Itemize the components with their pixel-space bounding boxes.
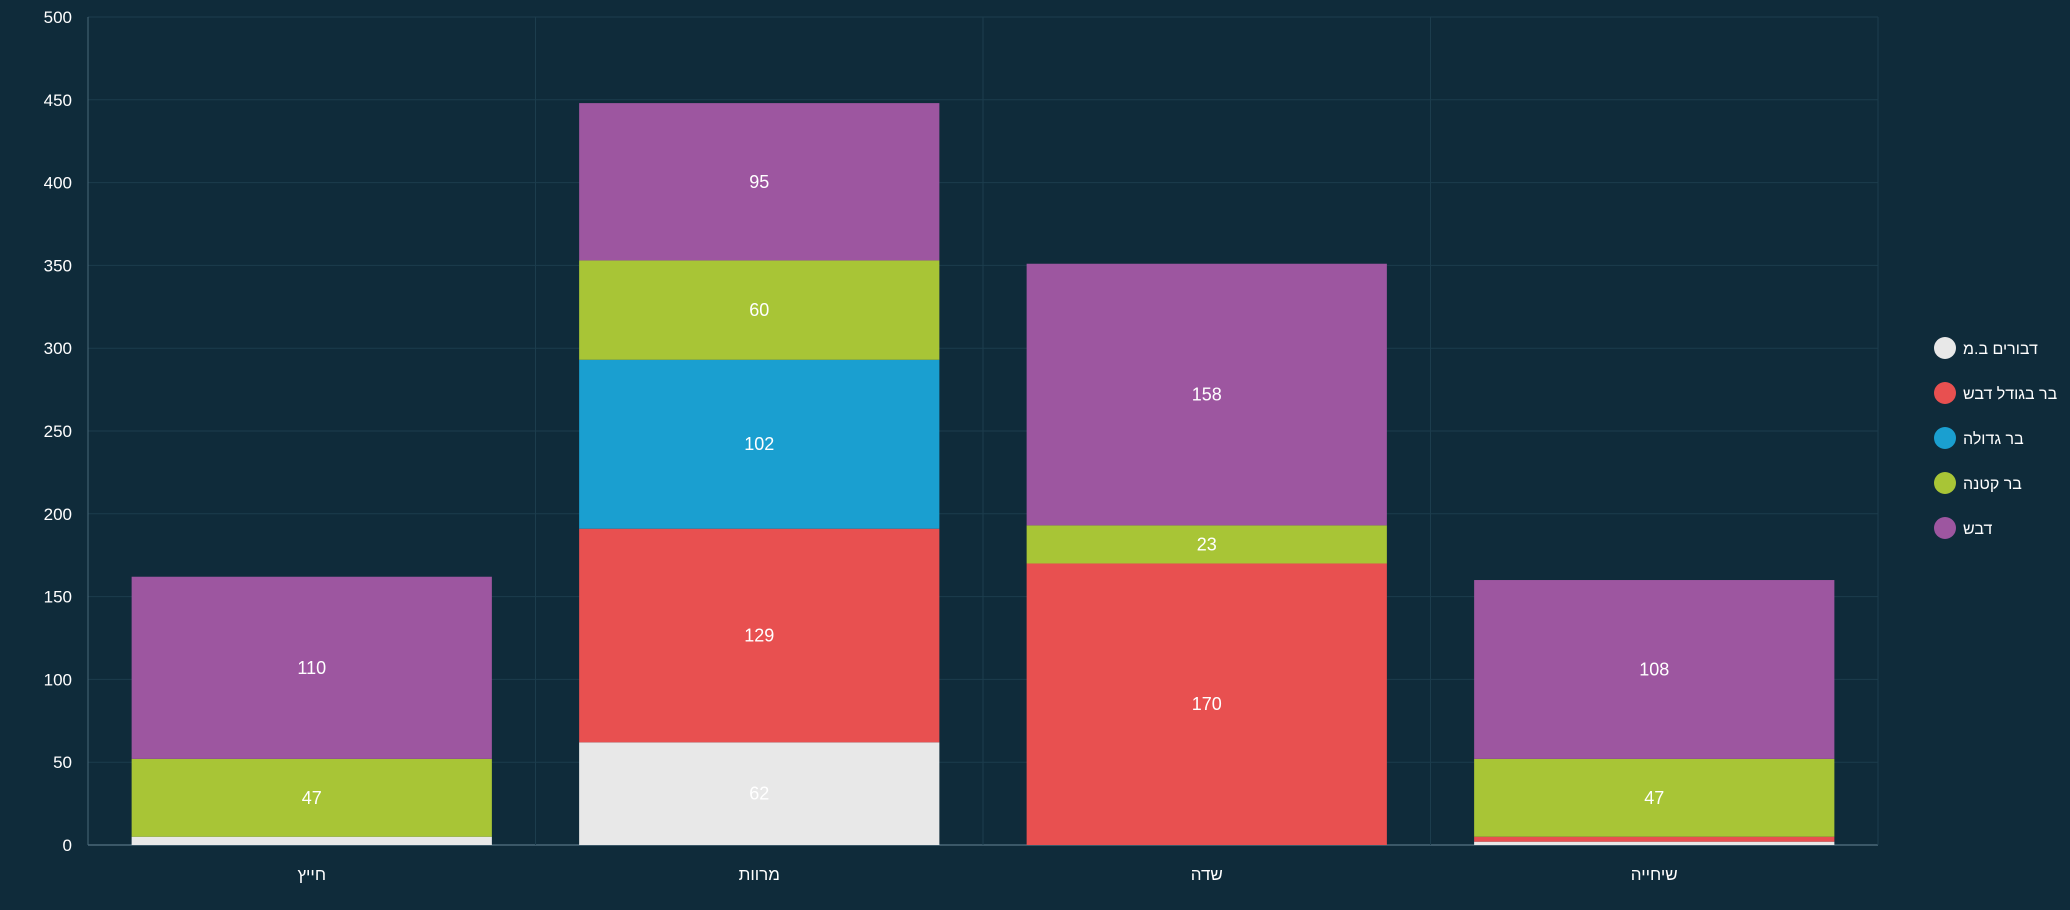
bar-value-label: 110: [297, 658, 326, 678]
legend-swatch: [1934, 382, 1956, 404]
bar-segment[interactable]: [1474, 841, 1835, 845]
bar-value-label: 47: [302, 788, 322, 808]
bar-segment[interactable]: [1474, 758, 1835, 837]
bar-value-label: 129: [744, 626, 774, 646]
legend: דבורים ב.מ בר בגודל דבש בר גדולה בר קטנה דבש: [1934, 337, 2058, 539]
legend-swatch: [1934, 337, 1956, 359]
legend-swatch: [1934, 472, 1956, 494]
bar-value-label: 23: [1197, 534, 1217, 554]
y-tick-label: 350: [44, 256, 72, 275]
y-tick-label: 450: [44, 91, 72, 110]
legend-label: דבש: [1963, 521, 1992, 538]
axis-layer: 0 50 100 150 200 250 300 350 400 450 500 חייץ מרוות ש…: [44, 8, 1678, 884]
bar-segment[interactable]: [579, 103, 940, 261]
bar-segment[interactable]: [579, 260, 940, 360]
bar-segment[interactable]: [1474, 580, 1835, 759]
bar-value-label: 95: [749, 172, 769, 192]
bar-segment[interactable]: [1474, 836, 1835, 842]
x-tick-label: שיחייה: [1631, 865, 1678, 884]
x-tick-label: מרוות: [739, 865, 780, 884]
bar-segment[interactable]: [131, 836, 492, 845]
y-tick-label: 200: [44, 505, 72, 524]
bar-segment[interactable]: [579, 528, 940, 743]
bar-segment[interactable]: [579, 742, 940, 845]
bar-segment[interactable]: [579, 359, 940, 529]
x-tick-label: חייץ: [297, 865, 326, 884]
bar-value-label: 108: [1639, 659, 1669, 679]
legend-swatch: [1934, 517, 1956, 539]
legend-item[interactable]: דבש: [1934, 517, 1992, 539]
y-tick-label: 250: [44, 422, 72, 441]
legend-item[interactable]: בר קטנה: [1934, 472, 2022, 494]
legend-label: דבורים ב.מ: [1963, 341, 2038, 358]
legend-swatch: [1934, 427, 1956, 449]
bar-value-label: 47: [1644, 788, 1664, 808]
bar-segment[interactable]: [131, 576, 492, 759]
legend-item[interactable]: בר בגודל דבש: [1934, 382, 2058, 404]
legend-item[interactable]: בר גדולה: [1934, 427, 2024, 449]
y-tick-label: 150: [44, 588, 72, 607]
bars-layer: 47 110 62 129 102 60 95 170 23 158 47 108: [131, 103, 1835, 845]
bar-value-label: 170: [1192, 694, 1222, 714]
bar-value-label: 158: [1192, 385, 1222, 405]
bar-segment[interactable]: [1026, 525, 1387, 564]
bar-segment[interactable]: [1026, 263, 1387, 526]
bar-segment[interactable]: [131, 758, 492, 837]
bar-value-label: 60: [749, 300, 769, 320]
y-tick-label: 500: [44, 8, 72, 27]
y-tick-label: 400: [44, 174, 72, 193]
y-tick-label: 50: [53, 753, 72, 772]
bar-value-label: 102: [744, 434, 774, 454]
bar-segment[interactable]: [1026, 563, 1387, 845]
x-tick-label: שדה: [1191, 865, 1223, 884]
legend-item[interactable]: דבורים ב.מ: [1934, 337, 2038, 359]
y-tick-label: 100: [44, 670, 72, 689]
legend-label: בר קטנה: [1963, 476, 2022, 493]
bar-value-label: 62: [749, 784, 769, 804]
legend-label: בר גדולה: [1963, 430, 2024, 448]
y-tick-label: 0: [63, 836, 72, 855]
legend-label: בר בגודל דבש: [1963, 385, 2058, 403]
y-tick-label: 300: [44, 339, 72, 358]
